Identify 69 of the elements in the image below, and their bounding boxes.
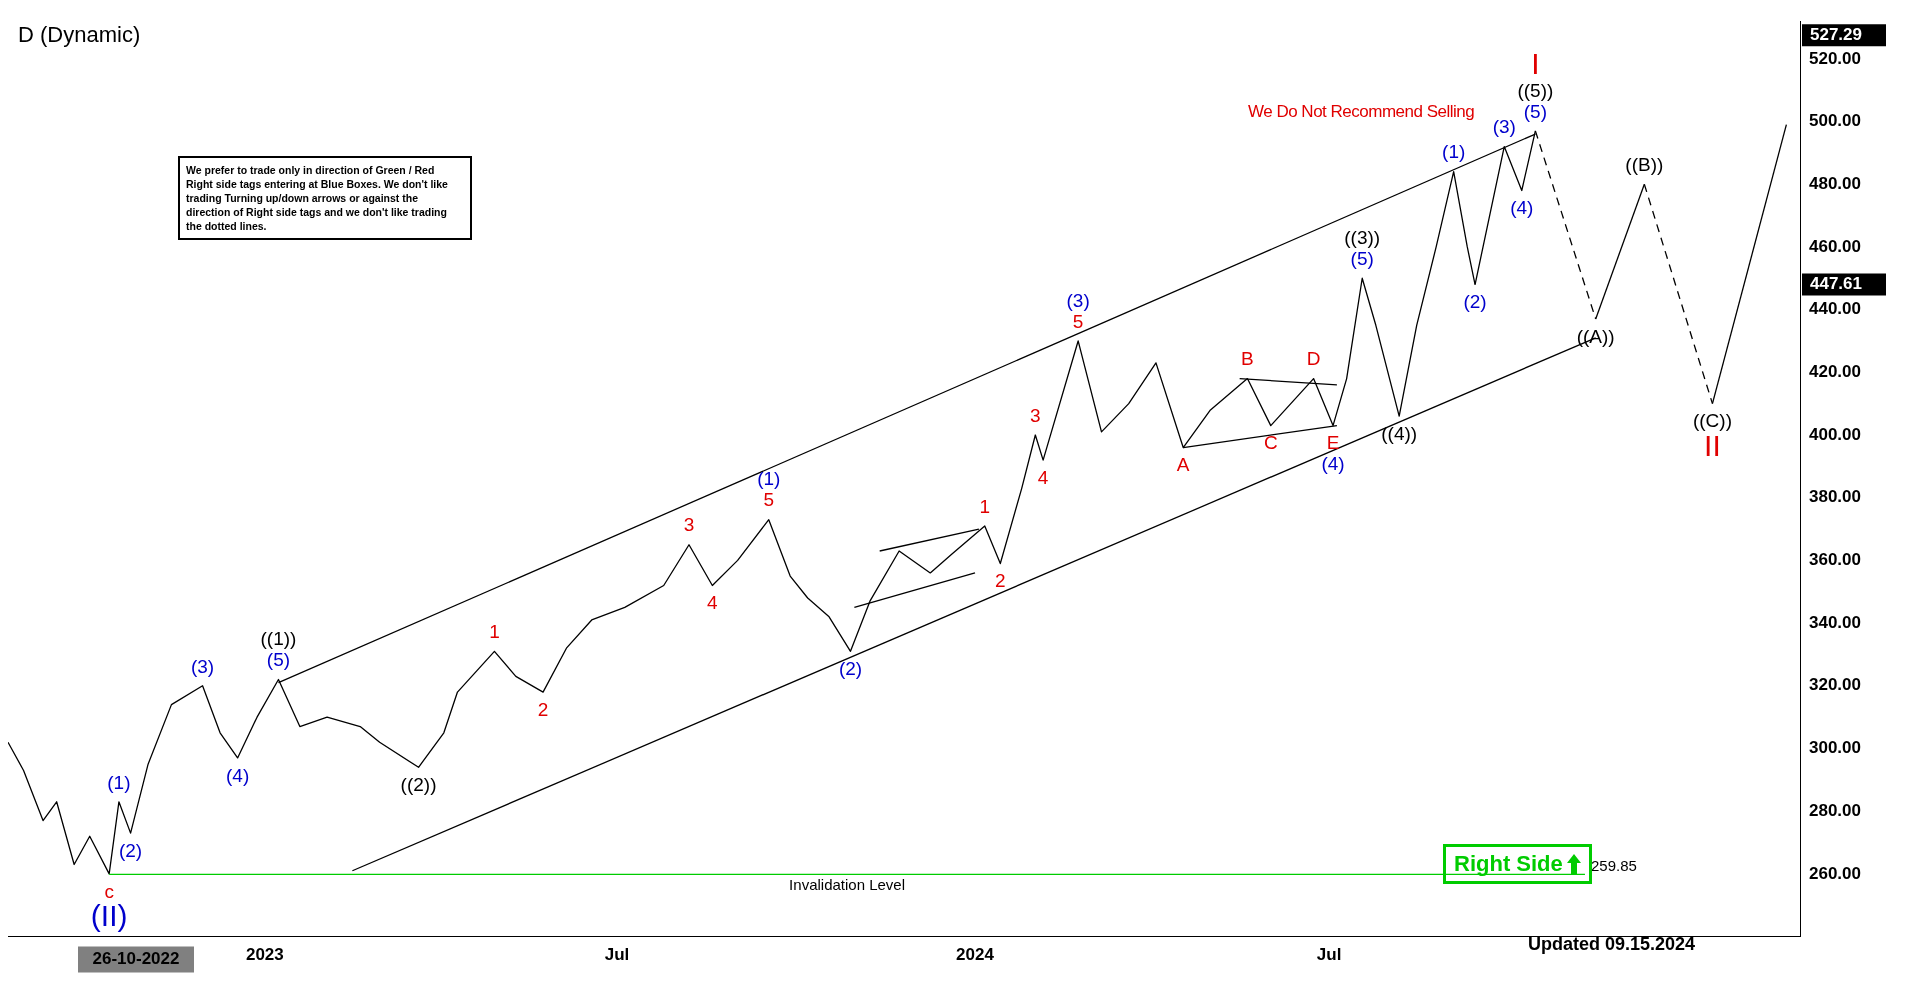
annotation: 4 <box>1037 466 1049 488</box>
annotation: Right Side <box>1454 851 1563 877</box>
y-tick-label: 300.00 <box>1809 738 1861 758</box>
x-tick-label: Jul <box>604 945 630 965</box>
annotation: ((B)) <box>1625 153 1664 175</box>
y-tick-label: 480.00 <box>1809 173 1861 193</box>
annotation: 1 <box>979 495 991 517</box>
annotation: 2 <box>537 698 549 720</box>
y-tick-label: 280.00 <box>1809 800 1861 820</box>
annotation: ((3)) <box>1344 227 1381 248</box>
annotation: (5) <box>1350 248 1374 269</box>
annotation: ((5)) <box>1517 79 1554 101</box>
annotation: ((A)) <box>1576 325 1615 347</box>
y-tick-label: 420.00 <box>1809 362 1861 381</box>
x-tick-label: 2023 <box>245 945 284 965</box>
annotation: (1) <box>1442 141 1466 163</box>
annotation: (5) <box>266 649 291 671</box>
annotation: (1) <box>107 771 131 793</box>
annotation: 3 <box>683 514 695 536</box>
y-tick-label: 260.00 <box>1809 863 1861 883</box>
y-tick-label: 360.00 <box>1809 550 1861 570</box>
annotation: (3) <box>190 655 215 677</box>
annotation: (2) <box>1463 291 1487 313</box>
annotation: ((2)) <box>400 774 437 796</box>
annotation: (2) <box>118 839 143 861</box>
annotation: I <box>1531 47 1540 81</box>
annotation: (5) <box>1523 100 1547 122</box>
annotation: ((1)) <box>260 628 297 650</box>
annotation: (4) <box>1510 197 1534 219</box>
annotation: (2) <box>838 658 863 680</box>
annotation: (4) <box>225 764 250 786</box>
annotation: (3) <box>1492 116 1516 138</box>
x-tick-label: 2024 <box>956 945 995 965</box>
y-tick-label: 320.00 <box>1809 675 1861 695</box>
annotation: 4 <box>707 592 719 614</box>
annotation: ((C)) <box>1692 410 1732 432</box>
annotation: Updated 09.15.2024 <box>1528 934 1696 955</box>
annotation: Invalidation Level <box>789 876 906 894</box>
annotation: (3) <box>1066 289 1090 311</box>
annotation: We prefer to trade only in direction of Green / Red Right side tags entering at Blue Boxes. We don't like trading Turning up/down arrows or against the direction of Right side tags and we don't like trading the dotted lines. <box>178 156 472 240</box>
y-tick-label: 460.00 <box>1809 236 1861 256</box>
annotation: 3 <box>1030 404 1041 426</box>
annotation: 1 <box>489 621 500 643</box>
annotation: E <box>1326 432 1340 454</box>
x-tick-label: Jul <box>1316 945 1342 965</box>
y-tick-label: 400.00 <box>1809 424 1861 444</box>
y-tick-label: 520.00 <box>1809 48 1861 68</box>
annotation: 5 <box>763 489 775 511</box>
annotation: A <box>1176 454 1190 476</box>
text: 26-10-2022 <box>92 949 180 969</box>
annotation: 2 <box>995 570 1006 592</box>
ref-line-label: 259.85 <box>1590 856 1637 874</box>
y-tick-label: 340.00 <box>1809 612 1861 632</box>
chart-title: D (Dynamic) <box>18 22 141 48</box>
annotation: (1) <box>757 468 781 490</box>
annotation: ((4)) <box>1381 422 1418 444</box>
text: 527.29 <box>1810 24 1862 44</box>
annotation: (II) <box>90 899 128 933</box>
annotation: B <box>1241 348 1254 370</box>
text: 447.61 <box>1810 274 1862 294</box>
annotation: We Do Not Recommend Selling <box>1248 102 1475 122</box>
annotation: 5 <box>1072 310 1084 332</box>
annotation: D <box>1306 348 1321 370</box>
y-tick-label: 500.00 <box>1809 111 1861 131</box>
y-tick-label: 380.00 <box>1809 487 1861 507</box>
y-tick-label: 440.00 <box>1809 299 1861 319</box>
annotation: (4) <box>1321 453 1345 475</box>
annotation: c <box>104 880 114 902</box>
annotation: C <box>1263 432 1278 454</box>
